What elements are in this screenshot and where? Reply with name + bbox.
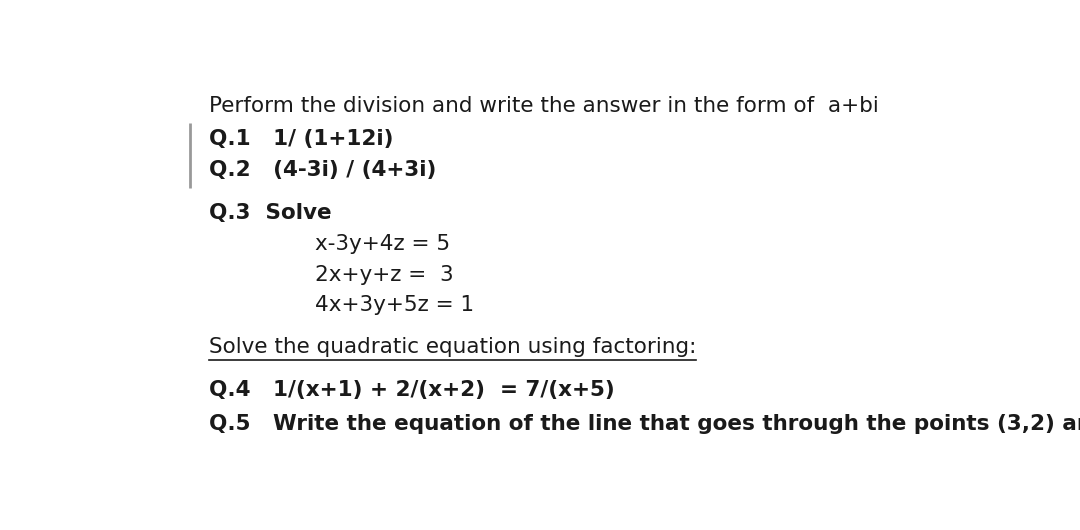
Text: x-3y+4z = 5: x-3y+4z = 5 xyxy=(315,234,450,254)
Text: Q.5   Write the equation of the line that goes through the points (3,2) and (5,4: Q.5 Write the equation of the line that … xyxy=(208,413,1080,434)
Text: 4x+3y+5z = 1: 4x+3y+5z = 1 xyxy=(315,295,474,315)
Text: Perform the division and write the answer in the form of  a+bi: Perform the division and write the answe… xyxy=(208,96,878,117)
Text: Q.1   1/ (1+12i): Q.1 1/ (1+12i) xyxy=(208,129,393,149)
Text: Solve the quadratic equation using factoring:: Solve the quadratic equation using facto… xyxy=(208,337,696,357)
Text: Q.4   1/(x+1) + 2/(x+2)  = 7/(x+5): Q.4 1/(x+1) + 2/(x+2) = 7/(x+5) xyxy=(208,380,615,400)
Text: Q.3  Solve: Q.3 Solve xyxy=(208,202,332,223)
Text: 2x+y+z =  3: 2x+y+z = 3 xyxy=(315,264,454,285)
Text: Q.2   (4-3i) / (4+3i): Q.2 (4-3i) / (4+3i) xyxy=(208,160,436,180)
